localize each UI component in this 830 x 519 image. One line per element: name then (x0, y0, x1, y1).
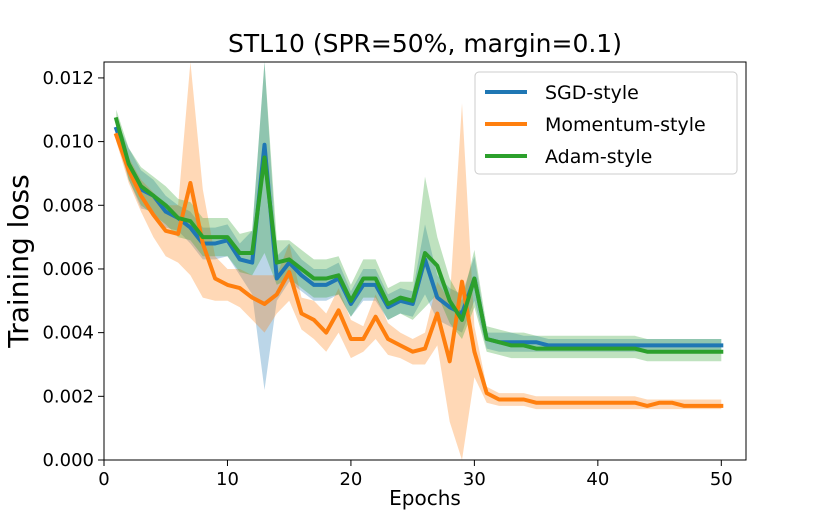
legend: SGD-style Momentum-style Adam-style (474, 71, 738, 175)
band-1 (116, 62, 722, 390)
x-axis: 0 10 20 30 40 50 (98, 460, 733, 490)
x-tick-label: 0 (98, 469, 109, 490)
y-tick-label: 0.000 (42, 450, 94, 471)
confidence-bands (116, 62, 722, 460)
y-tick-label: 0.012 (42, 68, 94, 89)
legend-label: Adam-style (545, 146, 652, 168)
x-axis-label: Epochs (389, 486, 461, 510)
x-tick-label: 40 (586, 469, 609, 490)
y-tick-label: 0.006 (42, 259, 94, 280)
y-axis: 0.000 0.002 0.004 0.006 0.008 0.010 0.012 (42, 68, 104, 471)
y-axis-label: Training loss (2, 174, 35, 348)
y-tick-label: 0.008 (42, 195, 94, 216)
legend-frame (474, 71, 738, 175)
legend-label: SGD-style (545, 82, 639, 104)
x-tick-label: 10 (216, 469, 239, 490)
y-tick-label: 0.002 (42, 386, 94, 407)
series-line-2 (113, 132, 724, 408)
band-3 (116, 62, 722, 362)
x-tick-label: 30 (463, 469, 486, 490)
chart-title: STL10 (SPR=50%, margin=0.1) (228, 29, 622, 58)
legend-label: Momentum-style (545, 114, 706, 136)
y-tick-label: 0.010 (42, 132, 94, 153)
x-tick-label: 20 (339, 469, 362, 490)
series-line-3 (113, 116, 724, 354)
series-lines (113, 116, 724, 408)
plot-frame (103, 61, 747, 461)
y-tick-label: 0.004 (42, 323, 94, 344)
x-tick-label: 50 (710, 469, 733, 490)
